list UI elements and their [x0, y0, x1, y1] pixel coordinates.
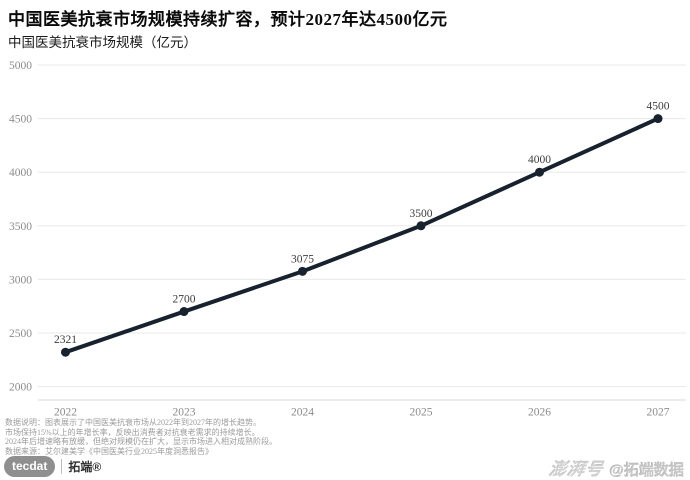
data-point-label: 3075	[291, 253, 314, 265]
data-point-label: 3500	[410, 208, 433, 220]
y-axis-tick-label: 4000	[9, 167, 32, 179]
x-axis-tick-label: 2025	[410, 407, 433, 419]
series-line	[63, 116, 660, 355]
tecdat-logo: tecdat 拓端®	[4, 455, 101, 477]
y-axis-tick-label: 3000	[9, 274, 32, 286]
tecdat-logo-mark: tecdat	[4, 455, 56, 477]
footnote-line-2: 市场保持15%以上的年增长率，反映出消费者对抗衰老需求的持续增长。	[5, 427, 260, 437]
logo-divider	[61, 458, 63, 474]
data-point-label: 2700	[173, 294, 196, 306]
x-axis-tick-label: 2022	[54, 407, 77, 419]
data-point-label: 2321	[54, 334, 77, 346]
y-axis-tick-label: 5000	[9, 60, 32, 72]
y-axis-tick-label: 3500	[9, 221, 32, 233]
footnote-line-1: 数据说明：图表展示了中国医美抗衰市场从2022年到2027年的增长趋势。	[5, 418, 261, 427]
data-point-label: 4500	[647, 101, 670, 113]
page-title: 中国医美抗衰市场规模持续扩容，预计2027年达4500亿元	[8, 10, 448, 29]
data-point	[61, 347, 70, 357]
x-axis-tick-label: 2023	[173, 407, 196, 419]
footnote-block: 数据说明：图表展示了中国医美抗衰市场从2022年到2027年的增长趋势。 市场保…	[5, 418, 277, 456]
y-axis-tick-label: 2000	[9, 382, 32, 394]
watermark-platform-logo: 澎湃号	[548, 460, 606, 479]
footnote-line-4: 数据来源：艾尔建美学《中国医美行业2025年度洞悉报告》	[5, 446, 213, 456]
data-point	[179, 307, 189, 317]
y-axis-tick-label: 2500	[9, 328, 32, 340]
x-axis-tick-label: 2024	[291, 407, 314, 419]
data-point	[416, 221, 426, 231]
data-point	[653, 114, 663, 124]
footnote-line-3: 2024年后增速略有放缓，但绝对规模仍在扩大，显示市场进入相对成熟阶段。	[5, 437, 277, 446]
x-axis-tick-label: 2026	[528, 407, 551, 419]
data-point-label: 4000	[528, 154, 551, 166]
tecdat-logo-name: 拓端®	[68, 459, 102, 474]
chart-subtitle: 中国医美抗衰市场规模（亿元）	[8, 35, 197, 50]
data-point	[298, 266, 307, 276]
watermark-account-name: @拓端数据	[609, 462, 684, 479]
platform-watermark: 澎湃号 @拓端数据	[548, 455, 684, 480]
data-point	[535, 167, 544, 177]
y-axis-tick-label: 4500	[9, 114, 32, 126]
x-axis-tick-label: 2027	[647, 407, 670, 419]
